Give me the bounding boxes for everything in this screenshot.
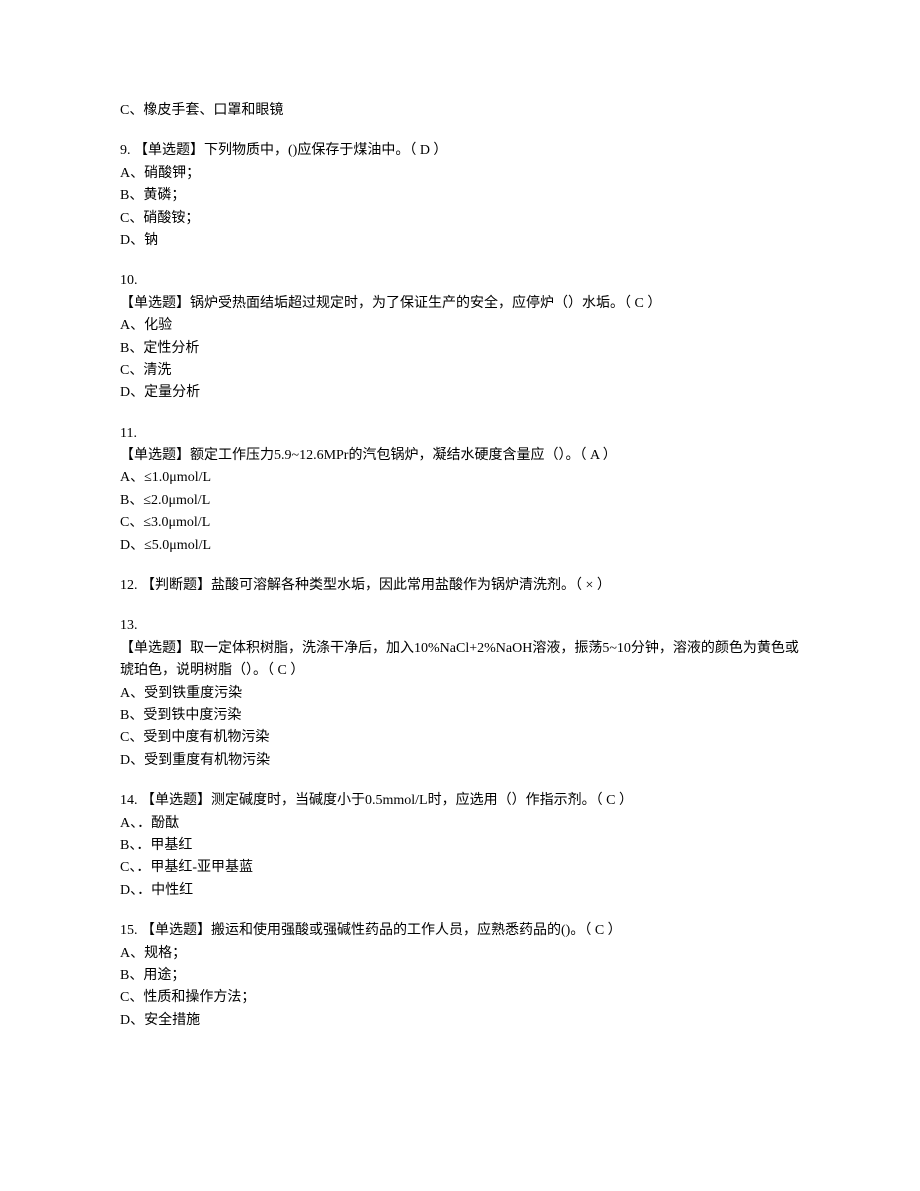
q10-num: 10. <box>120 270 800 292</box>
q10-opt-b: B、定性分析 <box>120 338 800 360</box>
q13-opt-d: D、受到重度有机物污染 <box>120 750 800 772</box>
question-11: 11. 【单选题】额定工作压力5.9~12.6MPr的汽包锅炉，凝结水硬度含量应… <box>120 423 800 557</box>
q15-opt-a: A、规格； <box>120 943 800 965</box>
q14-opt-c: C、．甲基红-亚甲基蓝 <box>120 857 800 879</box>
q14-stem: 14. 【单选题】测定碱度时，当碱度小于0.5mmol/L时，应选用（）作指示剂… <box>120 790 800 812</box>
question-9: 9. 【单选题】下列物质中，()应保存于煤油中。（ D ） A、硝酸钾； B、黄… <box>120 140 800 252</box>
q9-opt-a: A、硝酸钾； <box>120 163 800 185</box>
q10-opt-a: A、化验 <box>120 315 800 337</box>
q11-num: 11. <box>120 423 800 445</box>
question-13: 13. 【单选题】取一定体积树脂，洗涤干净后，加入10%NaCl+2%NaOH溶… <box>120 615 800 772</box>
q11-opt-a: A、≤1.0μmol/L <box>120 467 800 489</box>
q11-opt-b: B、≤2.0μmol/L <box>120 490 800 512</box>
q9-opt-c: C、硝酸铵； <box>120 208 800 230</box>
question-10: 10. 【单选题】锅炉受热面结垢超过规定时，为了保证生产的安全，应停炉（）水垢。… <box>120 270 800 404</box>
q14-opt-d: D、．中性红 <box>120 880 800 902</box>
q10-opt-c: C、清洗 <box>120 360 800 382</box>
q15-stem: 15. 【单选题】搬运和使用强酸或强碱性药品的工作人员，应熟悉药品的()。（ C… <box>120 920 800 942</box>
q9-opt-b: B、黄磷； <box>120 185 800 207</box>
q10-opt-d: D、定量分析 <box>120 382 800 404</box>
q15-opt-b: B、用途； <box>120 965 800 987</box>
q12-stem: 12. 【判断题】盐酸可溶解各种类型水垢，因此常用盐酸作为锅炉清洗剂。（ × ） <box>120 575 800 597</box>
option-c-orphan: C、橡皮手套、口罩和眼镜 <box>120 100 800 122</box>
q14-opt-a: A、．酚酞 <box>120 813 800 835</box>
q13-stem: 【单选题】取一定体积树脂，洗涤干净后，加入10%NaCl+2%NaOH溶液，振荡… <box>120 638 800 683</box>
q15-opt-d: D、安全措施 <box>120 1010 800 1032</box>
question-14: 14. 【单选题】测定碱度时，当碱度小于0.5mmol/L时，应选用（）作指示剂… <box>120 790 800 902</box>
q11-opt-d: D、≤5.0μmol/L <box>120 535 800 557</box>
q9-opt-d: D、钠 <box>120 230 800 252</box>
q14-opt-b: B、．甲基红 <box>120 835 800 857</box>
q9-stem: 9. 【单选题】下列物质中，()应保存于煤油中。（ D ） <box>120 140 800 162</box>
question-15: 15. 【单选题】搬运和使用强酸或强碱性药品的工作人员，应熟悉药品的()。（ C… <box>120 920 800 1032</box>
q10-stem: 【单选题】锅炉受热面结垢超过规定时，为了保证生产的安全，应停炉（）水垢。（ C … <box>120 293 800 315</box>
q13-opt-a: A、受到铁重度污染 <box>120 683 800 705</box>
q15-opt-c: C、性质和操作方法； <box>120 987 800 1009</box>
q11-opt-c: C、≤3.0μmol/L <box>120 512 800 534</box>
q11-stem: 【单选题】额定工作压力5.9~12.6MPr的汽包锅炉，凝结水硬度含量应（）。（… <box>120 445 800 467</box>
question-12: 12. 【判断题】盐酸可溶解各种类型水垢，因此常用盐酸作为锅炉清洗剂。（ × ） <box>120 575 800 597</box>
orphan-option-block: C、橡皮手套、口罩和眼镜 <box>120 100 800 122</box>
q13-opt-c: C、受到中度有机物污染 <box>120 727 800 749</box>
q13-opt-b: B、受到铁中度污染 <box>120 705 800 727</box>
q13-num: 13. <box>120 615 800 637</box>
